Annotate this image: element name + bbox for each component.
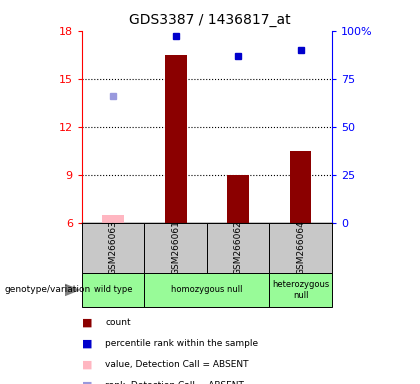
Text: ■: ■ xyxy=(82,318,92,328)
Bar xyxy=(82,273,144,307)
Text: GSM266062: GSM266062 xyxy=(234,220,243,275)
Text: genotype/variation: genotype/variation xyxy=(4,285,90,295)
Bar xyxy=(290,151,312,223)
Text: count: count xyxy=(105,318,131,327)
Text: heterozygous
null: heterozygous null xyxy=(272,280,329,300)
Bar xyxy=(102,215,124,223)
Text: ■: ■ xyxy=(82,381,92,384)
Bar xyxy=(82,223,144,273)
Bar xyxy=(207,223,269,273)
Polygon shape xyxy=(65,285,79,295)
Text: ■: ■ xyxy=(82,339,92,349)
Text: GDS3387 / 1436817_at: GDS3387 / 1436817_at xyxy=(129,13,291,27)
Bar xyxy=(269,273,332,307)
Text: GSM266063: GSM266063 xyxy=(109,220,118,275)
Bar xyxy=(269,223,332,273)
Bar xyxy=(227,175,249,223)
Text: ■: ■ xyxy=(82,360,92,370)
Text: GSM266061: GSM266061 xyxy=(171,220,180,275)
Bar xyxy=(144,273,269,307)
Bar xyxy=(144,223,207,273)
Bar xyxy=(165,55,186,223)
Text: percentile rank within the sample: percentile rank within the sample xyxy=(105,339,258,348)
Text: value, Detection Call = ABSENT: value, Detection Call = ABSENT xyxy=(105,360,249,369)
Text: homozygous null: homozygous null xyxy=(171,285,243,295)
Text: rank, Detection Call = ABSENT: rank, Detection Call = ABSENT xyxy=(105,381,244,384)
Text: GSM266064: GSM266064 xyxy=(296,220,305,275)
Text: wild type: wild type xyxy=(94,285,132,295)
